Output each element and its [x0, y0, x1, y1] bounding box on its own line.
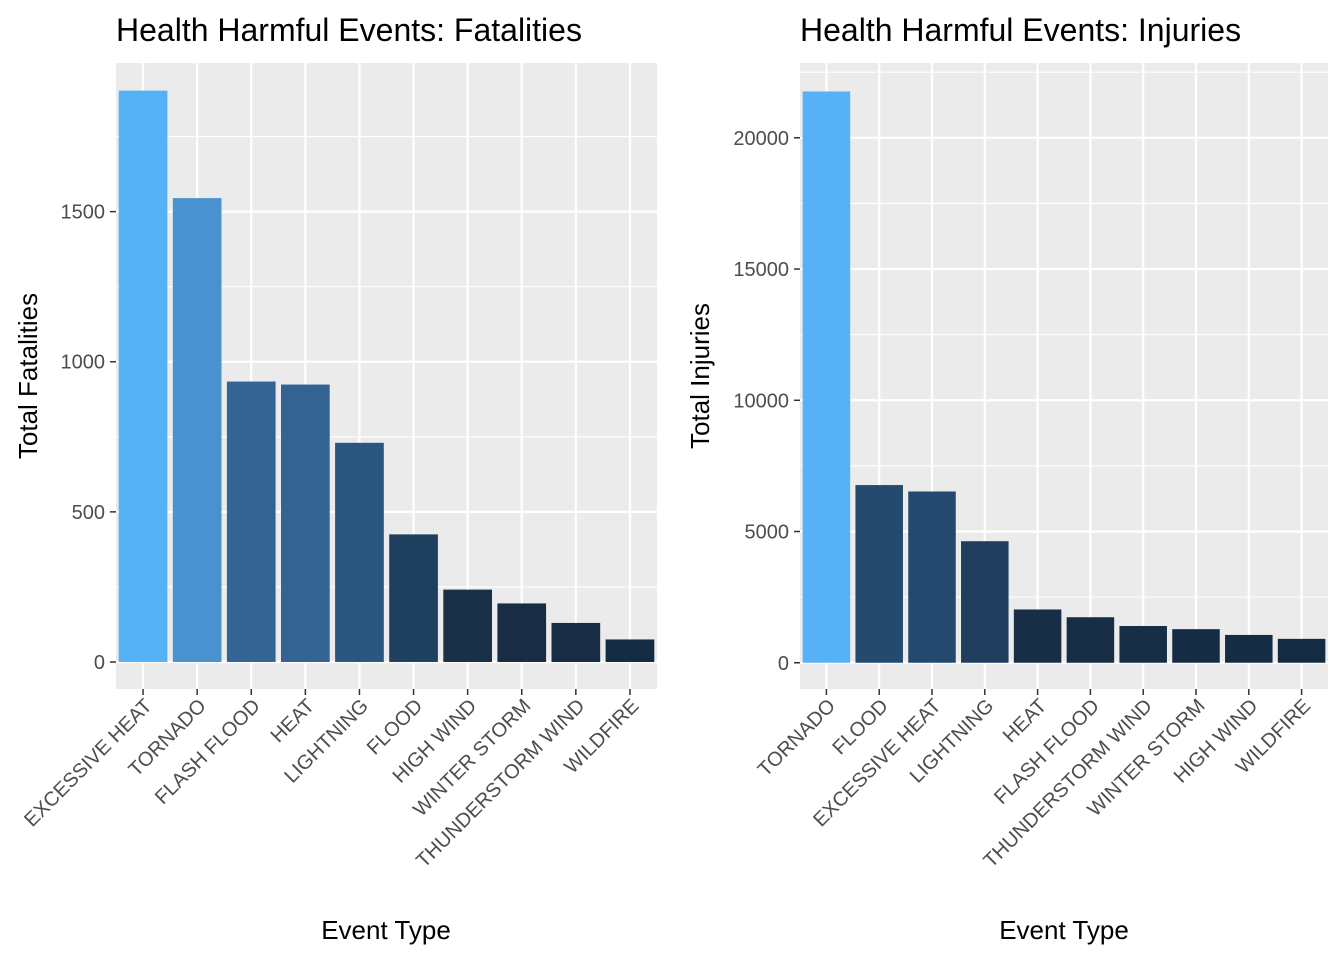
injuries-y-tick-label: 15000: [733, 259, 789, 281]
fatalities-y-tick-label: 500: [72, 502, 105, 524]
fatalities-y-axis-title: Total Fatalities: [13, 293, 43, 459]
injuries-bar: [1172, 629, 1220, 663]
fatalities-bar: [335, 442, 384, 662]
fatalities-y-tick-label: 1000: [61, 352, 106, 374]
fatalities-bar: [281, 384, 330, 662]
fatalities-bar: [497, 603, 547, 662]
fatalities-x-tick-label: HEAT: [267, 695, 319, 747]
injuries-y-tick-label: 5000: [745, 522, 790, 544]
fatalities-panel: Health Harmful Events: Fatalities 0 500 10…: [13, 12, 657, 945]
injuries-bar: [908, 491, 956, 663]
injuries-y-axis: 0 5000 10000 15000 20000: [733, 128, 800, 675]
injuries-chart-title: Health Harmful Events: Injuries: [800, 12, 1241, 48]
fatalities-bar: [226, 381, 276, 662]
injuries-y-tick-label: 20000: [733, 128, 789, 150]
injuries-y-axis-title: Total Injuries: [685, 303, 715, 449]
injuries-x-axis-title: Event Type: [999, 915, 1129, 945]
injuries-bar: [1066, 617, 1115, 663]
injuries-bar: [961, 541, 1009, 663]
injuries-y-tick-label: 10000: [733, 390, 789, 412]
injuries-bar: [1277, 638, 1326, 663]
fatalities-chart-title: Health Harmful Events: Fatalities: [116, 12, 582, 48]
injuries-panel: Health Harmful Events: Injuries 0 5000 100…: [685, 12, 1328, 945]
injuries-bar: [1225, 634, 1273, 663]
fatalities-bar: [172, 198, 222, 662]
fatalities-x-axis-title: Event Type: [321, 915, 451, 945]
fatalities-y-tick-label: 1500: [61, 202, 106, 224]
fatalities-bars: [118, 90, 655, 662]
injuries-bar: [855, 485, 903, 663]
fatalities-bar: [605, 639, 655, 662]
injuries-x-tick-label: TORNADO: [754, 695, 840, 781]
injuries-y-tick-label: 0: [778, 653, 789, 675]
injuries-bar: [1119, 626, 1167, 663]
fatalities-bar: [118, 90, 168, 662]
fatalities-bar: [389, 534, 438, 662]
fatalities-y-axis: 0 500 1000 1500: [61, 202, 116, 674]
fatalities-bar: [551, 622, 601, 662]
injuries-bar: [1013, 609, 1062, 663]
fatalities-y-tick-label: 0: [94, 652, 105, 674]
injuries-bars: [802, 91, 1326, 663]
fatalities-bar: [443, 589, 492, 662]
injuries-bar: [802, 91, 851, 663]
